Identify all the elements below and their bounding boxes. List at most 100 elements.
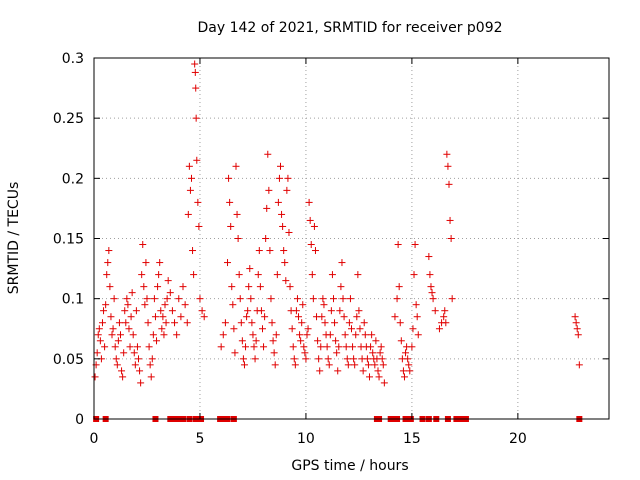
data-point [128, 289, 136, 297]
data-point [157, 307, 165, 315]
data-point [264, 150, 272, 158]
data-point [296, 331, 304, 339]
data-point [280, 247, 288, 255]
data-point [261, 313, 269, 321]
data-point [140, 283, 148, 291]
data-point [126, 343, 134, 351]
data-point [94, 331, 102, 339]
data-point [103, 271, 111, 279]
data-point [243, 313, 251, 321]
data-point [258, 325, 266, 333]
data-point [162, 319, 170, 327]
data-point [375, 373, 383, 381]
data-point [333, 349, 341, 357]
x-tick-label: 15 [403, 431, 421, 447]
data-point [114, 337, 122, 345]
data-point [181, 301, 189, 309]
data-point [119, 373, 127, 381]
data-point [108, 331, 116, 339]
data-point [290, 355, 298, 363]
data-point [101, 343, 109, 351]
data-point [225, 174, 233, 182]
data-point [285, 228, 293, 236]
data-point [232, 162, 240, 170]
data-point [109, 325, 117, 333]
data-point [235, 271, 243, 279]
data-point [354, 271, 362, 279]
data-point [171, 319, 179, 327]
data-point [308, 271, 316, 279]
y-tick-label: 0.05 [53, 352, 84, 368]
data-point [135, 355, 143, 363]
data-point [105, 247, 113, 255]
data-point [284, 174, 292, 182]
data-point [115, 319, 123, 327]
data-point [372, 337, 380, 345]
data-point [293, 295, 301, 303]
data-point [427, 283, 435, 291]
data-point [248, 319, 256, 327]
data-point [150, 295, 158, 303]
data-point [147, 373, 155, 381]
data-point [187, 174, 195, 182]
data-point [444, 162, 452, 170]
data-point [335, 343, 343, 351]
data-point [138, 271, 146, 279]
data-point [120, 349, 128, 357]
data-point [129, 331, 137, 339]
data-point [341, 331, 349, 339]
data-point [239, 355, 247, 363]
data-point [279, 222, 287, 230]
data-point [145, 343, 153, 351]
y-tick-label: 0.2 [62, 171, 84, 187]
data-point [148, 355, 156, 363]
data-point [575, 361, 583, 369]
data-point [125, 325, 133, 333]
data-point [123, 295, 131, 303]
data-point [414, 331, 422, 339]
data-point [404, 355, 412, 363]
data-point [435, 325, 443, 333]
data-point [425, 253, 433, 261]
data-point [378, 355, 386, 363]
data-point [257, 307, 265, 315]
data-point [200, 313, 208, 321]
data-point [186, 186, 194, 194]
data-point [318, 313, 326, 321]
data-point [304, 325, 312, 333]
data-point [139, 241, 147, 249]
x-tick-label: 20 [509, 431, 527, 447]
data-point [166, 289, 174, 297]
data-point [151, 313, 159, 321]
data-point [146, 361, 154, 369]
data-point [345, 319, 353, 327]
data-point [237, 319, 245, 327]
data-point [136, 367, 144, 375]
data-point [106, 283, 114, 291]
data-point [191, 60, 199, 68]
data-point [374, 367, 382, 375]
data-point [127, 313, 135, 321]
y-tick-label: 0 [75, 412, 84, 428]
x-tick-label: 5 [196, 431, 205, 447]
data-point [113, 361, 121, 369]
data-point [315, 355, 323, 363]
data-point [353, 313, 361, 321]
data-point [251, 355, 259, 363]
data-point [368, 331, 376, 339]
data-point [288, 325, 296, 333]
data-point [572, 319, 580, 327]
data-point [326, 331, 334, 339]
data-point [116, 331, 124, 339]
data-point [263, 204, 271, 212]
data-point [234, 235, 242, 242]
data-point [132, 307, 140, 315]
data-point [277, 162, 285, 170]
data-point [249, 331, 257, 339]
data-point [255, 247, 263, 255]
data-point [194, 198, 202, 206]
data-point [141, 301, 149, 309]
data-point [402, 349, 410, 357]
data-point [256, 283, 264, 291]
